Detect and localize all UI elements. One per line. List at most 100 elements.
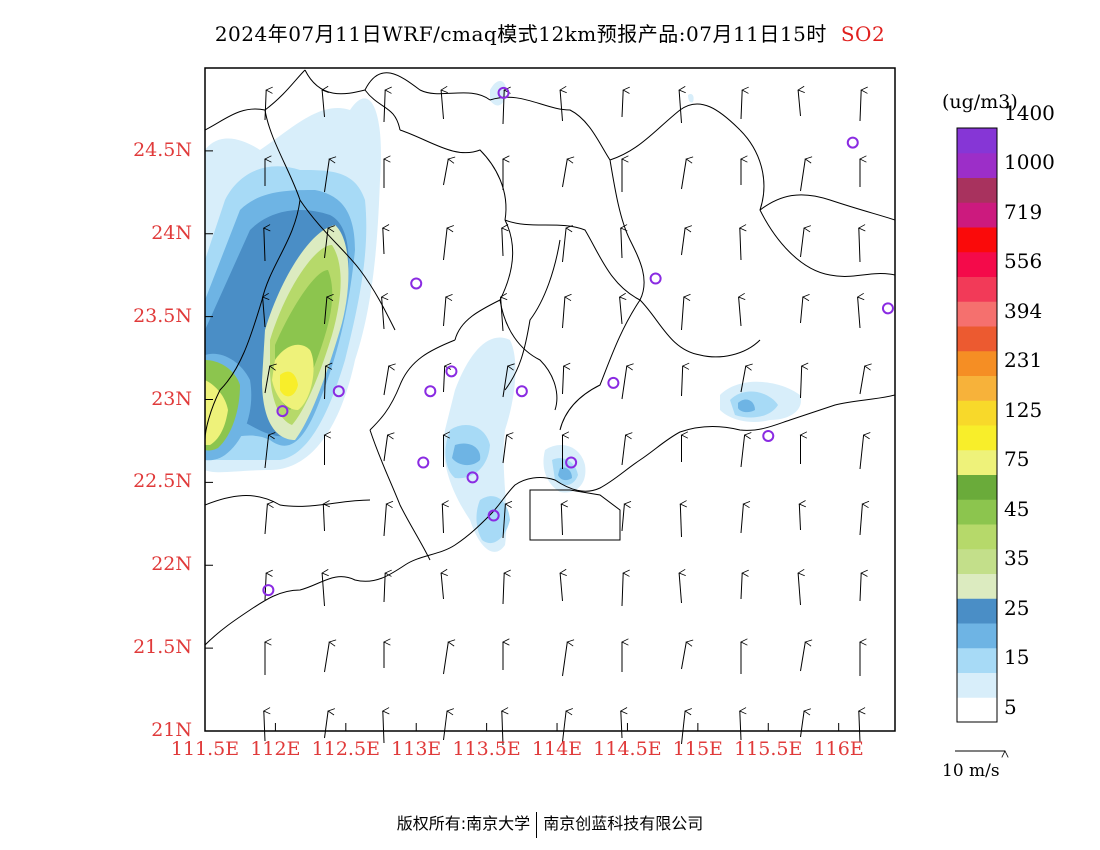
wind-reference-label: 10 m/s [942,761,1000,781]
colorbar-swatch [957,375,997,401]
lat-label: 24N [151,221,192,244]
lat-label: 22.5N [133,470,192,493]
colorbar-swatch [957,400,997,426]
colorbar-swatch [957,227,997,253]
lat-label: 23.5N [133,304,192,327]
colorbar-swatch [957,499,997,525]
station-marker [607,376,620,389]
lat-label: 23N [151,387,192,410]
colorbar-swatch [957,301,997,327]
wind-arrow [740,573,742,600]
wind-arrow [443,297,446,327]
wind-arrow [859,366,865,395]
station-marker [424,385,437,398]
wind-arrow [620,297,622,325]
lat-label: 22N [151,553,192,576]
wind-arrow [264,90,266,121]
colorbar [956,127,998,723]
wind-arrow [383,573,385,603]
wind-arrow [383,90,385,123]
station-marker [762,429,775,442]
wind-arrow [740,435,745,468]
colorbar-label: 394 [1004,298,1043,323]
wind-arrow [264,504,267,535]
wind-arrow [561,504,562,536]
wind-arrow [442,504,443,534]
footer-right: 南京创蓝科技有限公司 [543,814,704,833]
monitoring-stations [262,86,894,597]
map-title: 2024年07月11日WRF/cmaq模式12km预报产品:07月11日15时 S… [0,18,1100,47]
colorbar-swatch [957,573,997,599]
footer-left: 版权所有:南京大学 [396,814,531,833]
wind-arrow [323,504,324,532]
colorbar-border [956,127,998,723]
wind-arrow [740,228,741,261]
wind-arrow [264,366,270,394]
station-marker [497,86,510,99]
station-marker [515,385,528,398]
wind-arrow [800,711,805,738]
wind-arrow [502,90,504,125]
lon-label: 113E [391,738,442,760]
wind-arrow [324,711,329,739]
colorbar-label: 556 [1004,249,1043,274]
wind-arrow [502,435,507,464]
wind-arrow [443,642,449,675]
wind-arrow [859,504,862,536]
colorbar-label: 25 [1004,595,1030,620]
station-marker [565,456,578,469]
colorbar-swatch [957,449,997,475]
wind-arrow [502,711,503,746]
wind-arrow [680,504,681,538]
colorbar-swatch [957,474,997,500]
wind-arrow [562,297,565,329]
colorbar-swatch [957,326,997,352]
wind-arrow [562,228,567,263]
station-marker [466,471,479,484]
wind-arrow [562,159,568,188]
wind-arrow [681,711,686,745]
wind-arrow [383,504,386,537]
colorbar-swatch [957,276,997,302]
colorbar-unit: (ug/m3) [942,91,1018,113]
wind-arrow [859,228,860,263]
wind-arrow [264,435,269,469]
wind-arrow [621,435,626,466]
colorbar-label: 45 [1004,496,1030,521]
footer-separator [536,811,538,838]
wind-arrow [263,297,265,328]
colorbar-label: 719 [1004,199,1043,224]
wind-arrow [324,159,330,193]
wind-arrow [560,573,562,602]
lon-label: 112E [250,738,301,760]
colorbar-label: 1000 [1004,150,1055,175]
wind-arrow [383,711,384,744]
wind-arrow [681,366,683,397]
wind-arrow [679,573,681,604]
pollutant-label: SO2 [840,22,886,46]
wind-arrow [800,159,806,192]
lon-label: 113.5E [452,738,521,760]
lon-label: 112.5E [311,738,380,760]
wind-arrow [681,228,686,256]
wind-arrow [800,228,805,258]
lon-label: 115.5E [734,738,803,760]
wind-arrow [859,711,860,743]
colorbar-label: 1400 [1004,100,1055,125]
colorbar-swatch [957,623,997,649]
wind-arrow [798,90,800,117]
wind-arrow [562,366,564,395]
colorbar-swatch [957,524,997,550]
colorbar-label: 35 [1004,546,1030,571]
wind-arrow [681,642,687,670]
wind-arrow [502,504,505,539]
wind-arrow [502,573,504,605]
wind-arrow [441,90,443,120]
title-main: 2024年07月11日WRF/cmaq模式12km预报产品:07月11日15时 [214,22,827,46]
colorbar-swatch [957,350,997,376]
lon-label: 111.5E [170,738,240,760]
wind-arrow [441,573,443,600]
wind-arrow [264,711,265,742]
lon-label: 116E [813,738,864,760]
